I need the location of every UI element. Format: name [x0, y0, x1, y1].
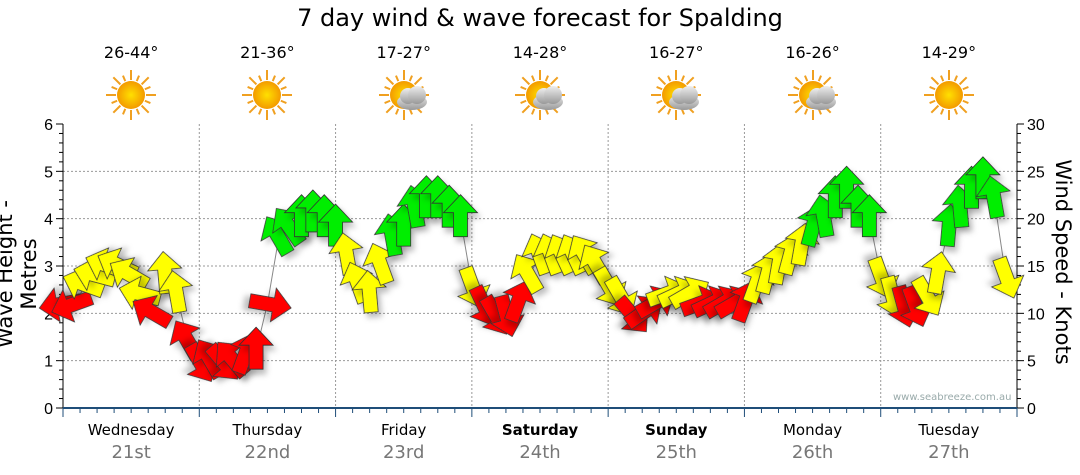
- chart-title: 7 day wind & wave forecast for Spalding: [297, 4, 783, 32]
- left-tick-label: 4: [44, 212, 53, 229]
- day-temperature: 21-36°: [240, 43, 295, 62]
- wind-arrow: [109, 257, 151, 292]
- partly-cloudy-icon: [785, 70, 841, 120]
- day-name: Saturday: [501, 421, 579, 439]
- day-date: 23rd: [382, 442, 425, 463]
- wind-arrow: [975, 175, 1011, 220]
- day-name: Friday: [380, 421, 427, 439]
- right-tick-label: 25: [1027, 164, 1045, 181]
- right-tick-label: 0: [1027, 401, 1036, 418]
- wind-arrow: [442, 194, 479, 238]
- day-name: Tuesday: [918, 421, 980, 439]
- wind-arrows: [38, 156, 1025, 382]
- wind-arrow: [910, 274, 945, 316]
- day-name: Monday: [782, 421, 843, 439]
- day-temperature: 17-27°: [376, 43, 431, 62]
- wind-arrow: [132, 295, 174, 329]
- day-temperature: 16-27°: [649, 43, 704, 62]
- wind-arrow: [828, 165, 865, 209]
- left-tick-label: 5: [44, 164, 53, 181]
- wind-arrow: [51, 288, 95, 323]
- left-tick-label: 3: [44, 259, 53, 276]
- wind-arrow: [146, 250, 183, 295]
- sunny-icon: [239, 70, 295, 120]
- day-temperature: 16-26°: [785, 43, 840, 62]
- partly-cloudy-icon: [512, 70, 568, 120]
- wind-arrow: [851, 194, 888, 238]
- wind-arrow: [502, 280, 537, 324]
- day-date: 24th: [519, 442, 561, 463]
- day-name: Thursday: [232, 421, 303, 439]
- partly-cloudy-icon: [376, 70, 432, 120]
- right-tick-label: 20: [1027, 212, 1045, 229]
- left-tick-label: 1: [44, 354, 53, 371]
- day-date: 21st: [111, 442, 151, 463]
- wind-arrow: [248, 287, 292, 323]
- day-temperature: 14-29°: [921, 43, 977, 62]
- day-temperature: 26-44°: [103, 43, 159, 62]
- day-name: Sunday: [645, 421, 708, 439]
- credit-link[interactable]: www.seabreeze.com.au: [893, 392, 1012, 403]
- right-tick-label: 5: [1027, 354, 1036, 371]
- wind-arrow: [920, 251, 957, 295]
- wind-arrow: [157, 270, 194, 314]
- wind-arrow: [965, 156, 1001, 200]
- day-date: 27th: [928, 442, 970, 463]
- partly-cloudy-icon: [648, 70, 704, 120]
- wind-arrow: [351, 269, 388, 314]
- left-tick-label: 2: [44, 306, 53, 323]
- right-tick-label: 15: [1027, 259, 1045, 276]
- day-temperature: 14-28°: [512, 43, 568, 62]
- wind-arrow: [990, 255, 1025, 299]
- day-name: Wednesday: [87, 421, 175, 439]
- right-tick-label: 10: [1027, 306, 1045, 323]
- left-tick-label: 0: [44, 401, 53, 418]
- day-date: 25th: [655, 442, 697, 463]
- left-tick-label: 6: [44, 117, 53, 134]
- right-tick-label: 30: [1027, 117, 1045, 134]
- wind-arrow: [238, 326, 274, 370]
- sunny-icon: [921, 70, 977, 120]
- day-date: 26th: [791, 442, 834, 463]
- day-date: 22nd: [244, 442, 291, 463]
- sunny-icon: [103, 70, 159, 120]
